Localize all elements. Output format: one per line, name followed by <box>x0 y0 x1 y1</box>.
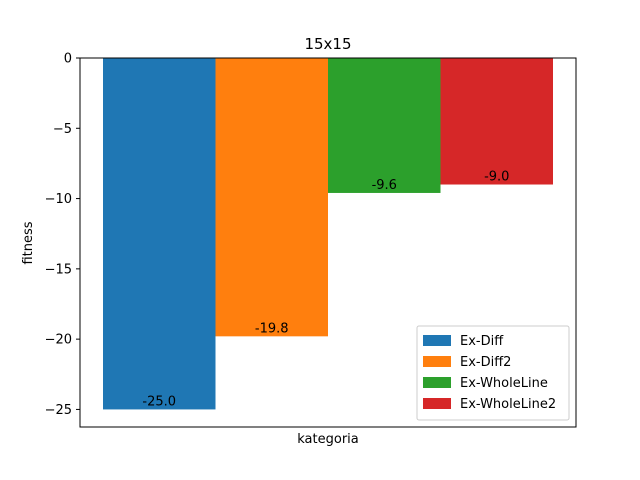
legend-swatch-ex-wholeline2 <box>423 398 451 409</box>
bars-group: -25.0 -19.8 -9.6 -9.0 <box>103 58 553 410</box>
y-tick-label: −25 <box>45 403 72 418</box>
y-tick-label: −15 <box>45 262 72 277</box>
legend-swatch-ex-wholeline <box>423 377 451 388</box>
data-label-ex-diff: -25.0 <box>142 394 176 409</box>
data-label-ex-diff2: -19.8 <box>255 321 289 336</box>
x-axis-label: kategoria <box>297 432 359 447</box>
chart-title: 15x15 <box>304 35 351 53</box>
y-tick-label: −5 <box>53 122 72 137</box>
legend: Ex-Diff Ex-Diff2 Ex-WholeLine Ex-WholeLine2 <box>416 325 570 421</box>
data-label-ex-wholeline: -9.6 <box>372 178 397 193</box>
legend-frame <box>416 325 570 421</box>
legend-label-ex-diff: Ex-Diff <box>460 334 504 349</box>
bar-ex-wholeline <box>328 58 441 193</box>
legend-swatch-ex-diff2 <box>423 356 451 367</box>
y-tick-label: 0 <box>64 52 72 67</box>
bar-ex-wholeline2 <box>440 58 553 185</box>
legend-label-ex-diff2: Ex-Diff2 <box>460 355 511 370</box>
plot-frame <box>79 57 577 428</box>
y-axis-label: fitness <box>21 221 36 264</box>
y-axis: 0 −5 −10 −15 −20 −25 <box>45 52 80 418</box>
legend-label-ex-wholeline2: Ex-WholeLine2 <box>460 397 556 412</box>
bar-ex-diff2 <box>215 58 328 337</box>
y-tick-label: −10 <box>45 192 72 207</box>
legend-label-ex-wholeline: Ex-WholeLine <box>460 376 548 391</box>
y-tick-label: −20 <box>45 333 72 348</box>
bar-ex-diff <box>103 58 216 410</box>
data-label-ex-wholeline2: -9.0 <box>484 170 509 185</box>
legend-swatch-ex-diff <box>423 335 451 346</box>
